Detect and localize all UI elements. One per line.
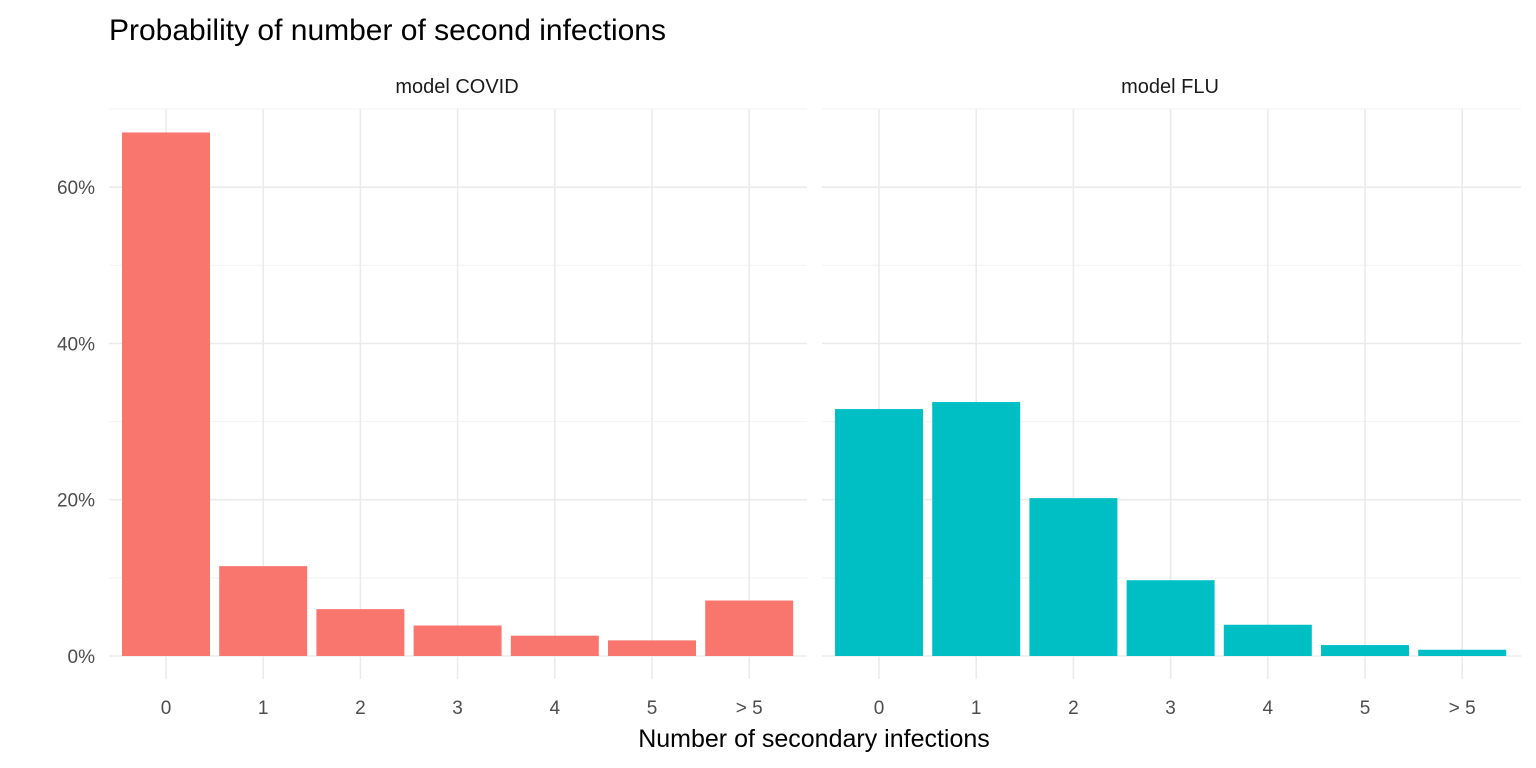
x-tick-label-covid: > 5 <box>736 698 763 719</box>
x-tick-label-covid: 4 <box>550 698 561 719</box>
strip-label-covid: model COVID <box>395 76 518 98</box>
x-tick-label-flu: 0 <box>874 698 885 719</box>
bar-flu-5 <box>1321 645 1409 656</box>
y-tick-label: 40% <box>57 334 95 355</box>
panel-flu: model FLU 0 1 2 3 4 5 > 5 <box>822 76 1521 719</box>
bar-covid-6 <box>705 600 794 656</box>
chart-title: Probability of number of second infectio… <box>109 14 666 47</box>
x-tick-label-flu: 4 <box>1263 698 1274 719</box>
bar-flu-3 <box>1126 580 1215 656</box>
y-axis: 0% 20% 40% 60% <box>57 178 95 668</box>
x-tick-label-flu: 5 <box>1360 698 1371 719</box>
y-tick-label: 0% <box>68 647 96 668</box>
y-tick-label: 60% <box>57 178 95 199</box>
bar-covid-4 <box>510 635 599 656</box>
bar-flu-4 <box>1223 624 1312 656</box>
x-tick-label-flu: 2 <box>1068 698 1079 719</box>
bar-flu-2 <box>1029 498 1118 656</box>
bar-flu-1 <box>932 402 1021 656</box>
y-tick-label: 20% <box>57 491 95 512</box>
bar-covid-5 <box>608 640 696 656</box>
panel-covid: model COVID 0 1 2 3 4 5 > 5 <box>109 76 807 719</box>
x-tick-label-flu: 1 <box>971 698 982 719</box>
x-tick-label-covid: 2 <box>355 698 366 719</box>
x-tick-label-covid: 5 <box>647 698 658 719</box>
bar-covid-2 <box>316 609 405 656</box>
bar-covid-0 <box>122 132 210 656</box>
x-tick-label-covid: 0 <box>161 698 172 719</box>
bar-covid-1 <box>219 566 308 656</box>
bar-covid-3 <box>413 625 502 656</box>
x-tick-label-flu: 3 <box>1165 698 1176 719</box>
x-tick-label-covid: 3 <box>452 698 463 719</box>
x-tick-label-flu: > 5 <box>1449 698 1476 719</box>
x-axis-title: Number of secondary infections <box>638 725 990 753</box>
x-tick-label-covid: 1 <box>258 698 269 719</box>
bar-flu-0 <box>835 409 923 656</box>
strip-label-flu: model FLU <box>1121 76 1219 98</box>
bar-flu-6 <box>1418 649 1507 656</box>
